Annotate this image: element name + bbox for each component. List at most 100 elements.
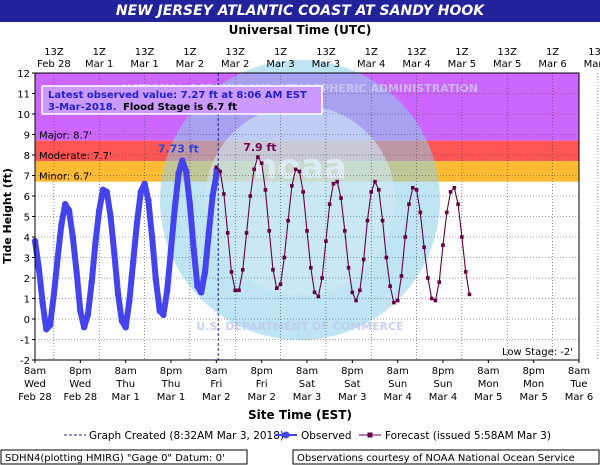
bottom-tick-date: Mar 6 [565, 392, 593, 403]
bottom-tick-weekday: Sun [388, 379, 407, 390]
y-tick-label: 0 [24, 315, 30, 326]
observed-point [103, 188, 110, 196]
forecast-point [373, 179, 377, 184]
observed-point [35, 264, 42, 271]
observed-point [39, 299, 46, 306]
forecast-point [399, 274, 404, 278]
y-tick-label: 2 [24, 274, 30, 285]
observed-point [62, 201, 69, 208]
forecast-point [259, 161, 264, 165]
bottom-tick-time: 8pm [432, 366, 454, 377]
forecast-point [429, 296, 434, 301]
observed-point [156, 307, 163, 314]
bottom-tick-weekday: Sat [299, 379, 315, 390]
observed-point [148, 233, 156, 241]
top-tick-date: Mar 1 [85, 59, 113, 70]
observed-point [58, 221, 65, 228]
footer-right-box [292, 449, 600, 465]
top-tick-time: 13Z [497, 47, 517, 58]
observed-point [145, 196, 152, 204]
observed-point [114, 291, 122, 298]
observed-point [194, 283, 201, 290]
bottom-tick-date: Mar 2 [202, 392, 230, 403]
forecast-point [456, 202, 460, 206]
forecast-point [293, 167, 298, 172]
info-box-line2-date: 3-Mar-2018. [48, 102, 117, 113]
forecast-point [214, 165, 219, 170]
observed-point [69, 233, 76, 241]
observed-point [152, 276, 160, 284]
forecast-point [222, 192, 226, 196]
bottom-tick-date: Mar 4 [383, 392, 411, 403]
footer-left: SDHN4(plotting HMIRG) "Gage 0" Datum: 0' [5, 453, 225, 464]
forecast-point [233, 288, 238, 293]
forecast-point [354, 298, 358, 303]
observed-point [126, 297, 133, 304]
forecast-point [274, 286, 279, 291]
forecast-point [392, 300, 396, 305]
observed-point [213, 172, 220, 179]
forecast-point [263, 188, 268, 192]
top-tick-time: 1Z [455, 47, 468, 58]
bottom-tick-time: 8pm [341, 366, 363, 377]
observed-point [179, 157, 186, 164]
top-tick-date: Mar 4 [357, 59, 385, 70]
forecast-point [426, 276, 430, 280]
forecast-point [463, 270, 468, 274]
bottom-tick-weekday: Thu [115, 379, 135, 390]
forecast-point [312, 290, 317, 295]
legend-forecast-dot [367, 432, 373, 438]
forecast-point [308, 265, 313, 270]
top-tick-time: 13Z [44, 47, 64, 58]
top-tick-date: Mar 4 [402, 59, 430, 70]
top-tick-time: 1Z [93, 47, 106, 58]
forecast-point [218, 169, 222, 174]
forecast-point [342, 229, 347, 233]
y-tick-label: -1 [20, 336, 30, 347]
bottom-tick-weekday: Mon [523, 379, 544, 390]
info-box [41, 85, 323, 115]
forecast-point [339, 196, 343, 200]
y-tick-label: 1 [24, 295, 30, 306]
legend-observed: Observed [301, 430, 352, 442]
y-tick-label: 3 [24, 254, 30, 265]
bottom-tick-time: 8pm [522, 366, 544, 377]
forecast-point [301, 190, 306, 194]
observed-point [186, 201, 194, 208]
y-tick-label: 8 [24, 151, 30, 162]
top-tick-time: 1Z [365, 47, 378, 58]
observed-point [198, 289, 205, 296]
bottom-tick-date: Mar 1 [157, 392, 185, 403]
observed-point [107, 213, 114, 220]
top-tick-time: 1Z [274, 47, 287, 58]
observed-point [141, 180, 148, 187]
observed-peak-label: 7.73 ft [158, 143, 199, 156]
low-stage-label: Low Stage: -2' [502, 347, 573, 358]
info-box-line1: Latest observed value: 7.27 ft at 8:06 A… [48, 90, 307, 101]
bottom-tick-weekday: Wed [24, 379, 46, 390]
observed-point [182, 168, 190, 175]
y-tick-label: 4 [24, 233, 30, 244]
forecast-point [320, 276, 324, 280]
forecast-point [418, 210, 423, 215]
legend-graph-created: Graph Created (8:32AM Mar 3, 2018) [89, 430, 284, 442]
bottom-tick-weekday: Tue [569, 379, 587, 390]
bottom-tick-date: Mar 5 [474, 392, 502, 403]
bottom-tick-time: 8am [477, 366, 499, 377]
observed-point [201, 268, 209, 276]
forecast-point [324, 239, 328, 243]
forecast-point [297, 169, 302, 174]
y-tick-label: 12 [17, 69, 30, 80]
forecast-point [256, 155, 260, 159]
top-axis-title: Universal Time (UTC) [228, 23, 372, 37]
bottom-tick-date: Mar 2 [247, 392, 275, 403]
info-box-line2-flood: Flood Stage is 6.7 ft [123, 102, 237, 113]
observed-point [73, 268, 80, 276]
observed-point [46, 321, 54, 329]
bottom-tick-time: 8am [296, 366, 318, 377]
forecast-point [290, 183, 294, 188]
observed-point [167, 246, 175, 253]
legend-observed-dot [282, 431, 290, 439]
